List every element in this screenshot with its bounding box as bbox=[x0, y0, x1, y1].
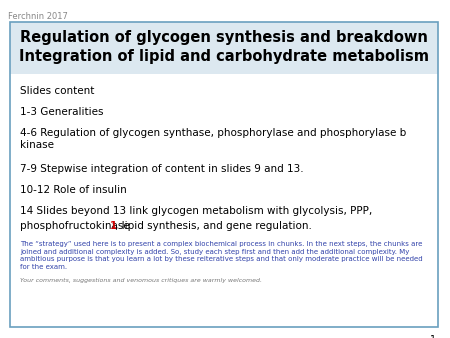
Text: The “strategy” used here is to present a complex biochemical process in chunks. : The “strategy” used here is to present a… bbox=[20, 241, 423, 270]
Text: Ferchnin 2017: Ferchnin 2017 bbox=[8, 12, 68, 21]
Text: Regulation of glycogen synthesis and breakdown
Integration of lipid and carbohyd: Regulation of glycogen synthesis and bre… bbox=[19, 30, 429, 64]
Text: Your comments, suggestions and venomous critiques are warmly welcomed.: Your comments, suggestions and venomous … bbox=[20, 278, 262, 283]
Text: 7-9 Stepwise integration of content in slides 9 and 13.: 7-9 Stepwise integration of content in s… bbox=[20, 164, 304, 174]
FancyBboxPatch shape bbox=[10, 22, 438, 74]
Text: 1: 1 bbox=[110, 221, 117, 231]
Text: 1-3 Generalities: 1-3 Generalities bbox=[20, 107, 104, 117]
Text: 10-12 Role of insulin: 10-12 Role of insulin bbox=[20, 185, 127, 195]
Text: 14 Slides beyond 13 link glycogen metabolism with glycolysis, PPP,: 14 Slides beyond 13 link glycogen metabo… bbox=[20, 206, 372, 216]
Text: Slides content: Slides content bbox=[20, 86, 94, 96]
Text: 4-6 Regulation of glycogen synthase, phosphorylase and phosphorylase b
kinase: 4-6 Regulation of glycogen synthase, pho… bbox=[20, 128, 406, 150]
Text: phosphofructokinase: phosphofructokinase bbox=[20, 221, 133, 231]
Text: 1: 1 bbox=[430, 335, 436, 338]
Text: , lipid synthesis, and gene regulation.: , lipid synthesis, and gene regulation. bbox=[115, 221, 312, 231]
